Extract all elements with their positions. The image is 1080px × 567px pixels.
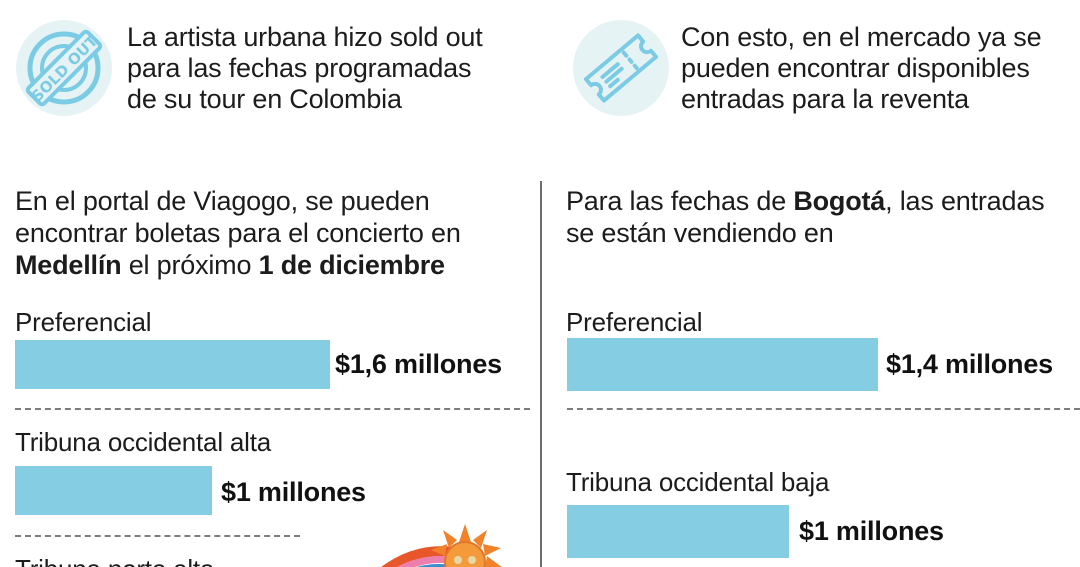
bogota-category-label: Tribuna occidental baja — [566, 467, 830, 497]
medellin-bar-preferencial — [15, 340, 330, 389]
lead-text: , las entradas — [885, 186, 1045, 216]
medellin-lead-line: En el portal de Viagogo, se pueden — [15, 186, 430, 216]
city-name: Bogotá — [793, 186, 886, 216]
intro-right-line: Con esto, en el mercado ya se — [681, 22, 1042, 52]
lead-text: Para las fechas de — [566, 186, 794, 216]
intro-left-text: La artista urbana hizo sold out para las… — [127, 22, 483, 115]
medellin-value-preferencial: $1,6 millones — [335, 349, 502, 379]
medellin-value-tribuna-occidental-alta: $1 millones — [221, 477, 366, 507]
intro-left-line: para las fechas programadas — [127, 53, 472, 83]
intro-right-text: Con esto, en el mercado ya se pueden enc… — [681, 22, 1042, 115]
bogota-lead: Para las fechas de Bogotá, las entradas … — [566, 185, 1076, 249]
medellin-bar-tribuna-occidental-alta — [15, 466, 212, 515]
dashed-separator — [15, 535, 300, 537]
sold-out-stamp-icon: SOLD OUT — [16, 20, 112, 116]
dashed-separator — [15, 408, 530, 410]
medellin-lead-line: Medellín el próximo 1 de diciembre — [15, 249, 535, 281]
bogota-bar-tribuna-occidental-baja — [567, 505, 789, 558]
intro-right-line: pueden encontrar disponibles — [681, 53, 1030, 83]
bogota-value-tribuna-occidental-baja: $1 millones — [799, 516, 944, 546]
intro-right-line: entradas para la reventa — [681, 84, 969, 114]
medellin-lead-line: encontrar boletas para el concierto en — [15, 218, 461, 248]
bogota-category-label: Preferencial — [566, 307, 703, 337]
bogota-bar-preferencial — [567, 338, 878, 391]
medellin-category-label: Preferencial — [15, 307, 152, 337]
intro-left-line: La artista urbana hizo sold out — [127, 22, 483, 52]
bogota-lead-line: Para las fechas de Bogotá, las entradas — [566, 185, 1076, 217]
dashed-separator — [567, 408, 1080, 410]
city-name: Medellín — [15, 250, 122, 280]
medellin-category-label-truncated: Tribuna norte alta — [15, 554, 214, 567]
rainbow-sun-illustration-icon — [365, 520, 515, 567]
lead-connector: el próximo — [121, 250, 259, 280]
column-divider — [540, 181, 542, 567]
medellin-lead: En el portal de Viagogo, se pueden encon… — [15, 185, 535, 281]
intro-left-line: de su tour en Colombia — [127, 84, 402, 114]
ticket-icon — [573, 20, 669, 116]
bogota-value-preferencial: $1,4 millones — [886, 349, 1053, 379]
event-date: 1 de diciembre — [258, 250, 445, 280]
bogota-lead-line: se están vendiendo en — [566, 218, 834, 248]
medellin-category-label: Tribuna occidental alta — [15, 427, 272, 457]
